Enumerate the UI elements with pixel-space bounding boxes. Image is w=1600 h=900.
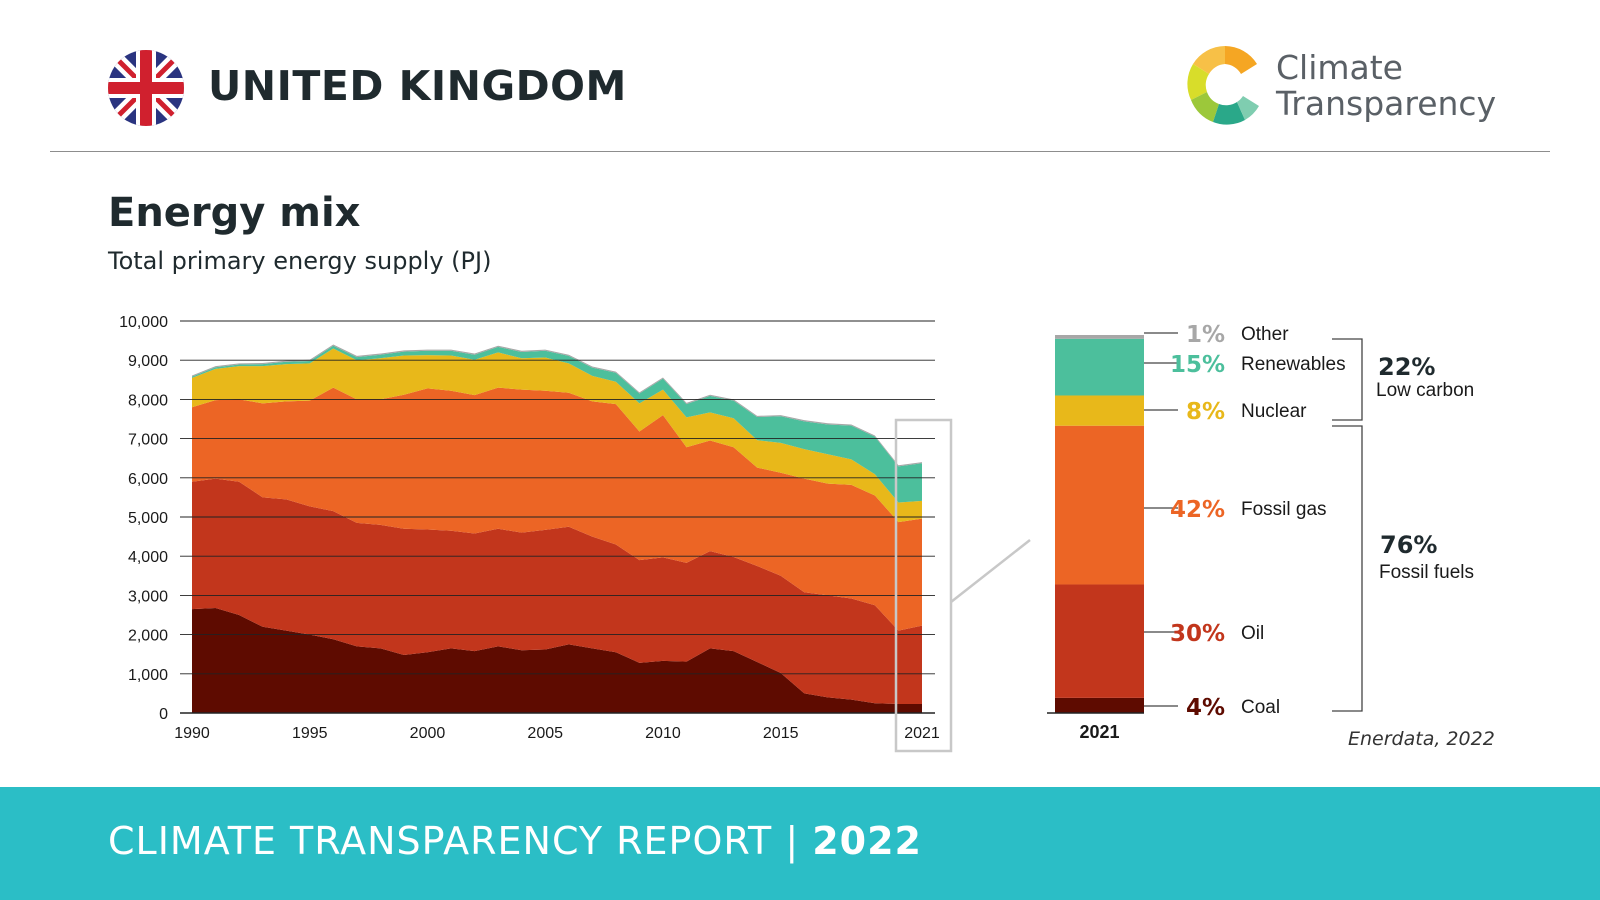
- y-tick-label: 3,000: [128, 588, 168, 605]
- group-label-low-carbon: Low carbon: [1376, 380, 1474, 401]
- bar-segment-renewables: [1055, 338, 1144, 396]
- x-tick-label: 2000: [410, 725, 446, 742]
- fossil-fuels-bracket: [1332, 425, 1363, 712]
- segment-percent: 4%: [1186, 695, 1225, 721]
- bar-segment-other: [1055, 335, 1144, 339]
- y-tick-label: 1,000: [128, 667, 168, 684]
- zoom-connector-line: [950, 539, 1031, 603]
- y-tick-label: 0: [159, 706, 168, 723]
- x-tick-label: 1990: [174, 725, 210, 742]
- header: UNITED KINGDOM Climate Transparency: [0, 0, 1600, 152]
- area-series-renewables: [192, 345, 922, 503]
- country-name: UNITED KINGDOM: [208, 62, 627, 110]
- segment-label: Oil: [1241, 623, 1264, 644]
- source-note: Enerdata, 2022: [1348, 728, 1495, 750]
- group-label-fossil-fuels: Fossil fuels: [1379, 562, 1474, 583]
- segment-percent: 42%: [1170, 497, 1225, 523]
- footer-title: CLIMATE TRANSPARENCY REPORT | 2022: [108, 819, 922, 863]
- segment-label: Nuclear: [1241, 401, 1307, 422]
- section-subtitle: Total primary energy supply (PJ): [108, 247, 492, 275]
- x-tick-label: 2021: [904, 725, 940, 742]
- area-series-nuclear: [192, 348, 922, 523]
- bar-segment-oil: [1055, 584, 1144, 698]
- logo-line-2: Transparency: [1276, 84, 1497, 123]
- y-tick-label: 4,000: [128, 549, 168, 566]
- y-tick-label: 7,000: [128, 432, 168, 449]
- footer-label: CLIMATE TRANSPARENCY REPORT: [108, 819, 773, 863]
- group-percent-fossil-fuels: 76%: [1380, 531, 1437, 559]
- x-tick-label: 1995: [292, 725, 328, 742]
- segment-percent: 8%: [1186, 399, 1225, 425]
- segment-percent: 1%: [1186, 322, 1225, 348]
- segment-percent: 15%: [1170, 352, 1225, 378]
- footer-year: 2022: [812, 819, 922, 863]
- header-divider: [50, 151, 1550, 152]
- bar-segment-nuclear: [1055, 395, 1144, 426]
- segment-label: Coal: [1241, 697, 1280, 718]
- energy-mix-chart: 0 1,000 2,000 3,000 4,000 5,000 6,000 7,000 8,00…: [119, 314, 1474, 753]
- logo-text: Climate Transparency: [1276, 50, 1496, 122]
- segment-label: Other: [1241, 324, 1289, 345]
- segment-label: Renewables: [1241, 354, 1346, 375]
- y-tick-label: 9,000: [128, 353, 168, 370]
- segment-percent: 30%: [1170, 621, 1225, 647]
- bar-segment-fossil-gas: [1055, 425, 1144, 585]
- area-series-fossil-gas: [192, 387, 922, 631]
- footer-separator: |: [785, 819, 800, 863]
- y-tick-label: 6,000: [128, 471, 168, 488]
- group-percent-low-carbon: 22%: [1378, 353, 1435, 381]
- x-tick-label: 2005: [527, 725, 563, 742]
- climate-transparency-logo-icon: [1187, 46, 1259, 125]
- segment-label: Fossil gas: [1241, 499, 1327, 520]
- x-tick-label: 2010: [645, 725, 681, 742]
- area-series-coal: [192, 607, 922, 713]
- y-tick-label: 5,000: [128, 510, 168, 527]
- highlight-2021-box: [894, 418, 953, 753]
- y-tick-label: 2,000: [128, 628, 168, 645]
- section-title: Energy mix: [108, 190, 361, 236]
- area-series-oil: [192, 478, 922, 704]
- x-tick-label: 2015: [763, 725, 799, 742]
- y-tick-label: 8,000: [128, 392, 168, 409]
- logo-line-1: Climate: [1276, 48, 1403, 87]
- uk-flag-icon: [108, 50, 184, 126]
- footer-banner: CLIMATE TRANSPARENCY REPORT | 2022: [0, 787, 1600, 900]
- low-carbon-bracket: [1332, 338, 1363, 421]
- bar-category-label: 2021: [1079, 722, 1119, 742]
- bar-segment-coal: [1055, 697, 1144, 713]
- y-tick-label: 10,000: [119, 314, 168, 331]
